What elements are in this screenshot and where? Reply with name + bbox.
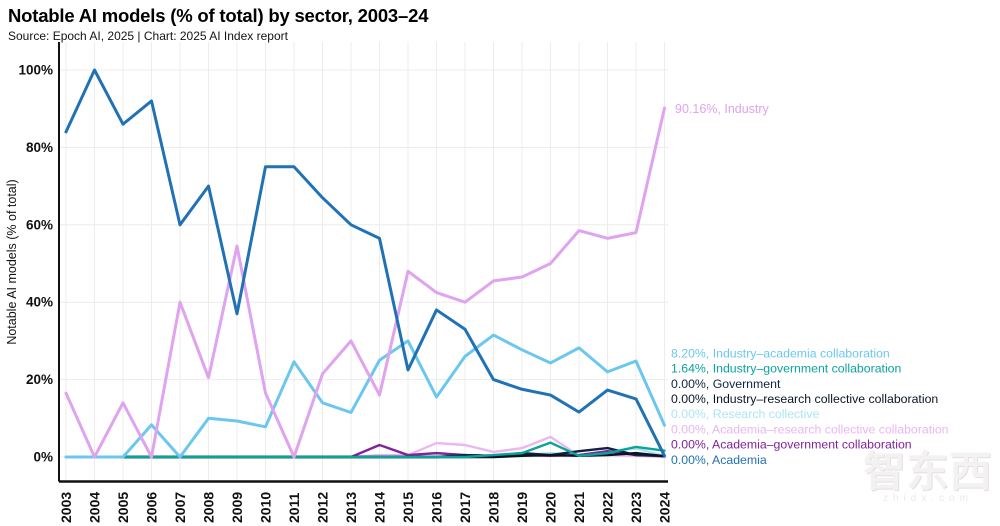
legend-entry-industry: 90.16%, Industry <box>675 102 770 116</box>
x-tick-label: 2018 <box>486 492 502 523</box>
x-tick-label: 2003 <box>58 492 74 523</box>
series-line-academia <box>64 68 666 458</box>
legend-entry: 0.00%, Academia–government collaboration <box>671 438 912 452</box>
chart-source-line: Source: Epoch AI, 2025 | Chart: 2025 AI … <box>8 29 288 43</box>
y-tick-label: 40% <box>26 295 53 310</box>
x-tick-label: 2010 <box>258 492 274 523</box>
legend-entry: 1.64%, Industry–government collaboration <box>671 362 902 376</box>
x-tick-label: 2024 <box>657 492 673 523</box>
legend-entry: 0.00%, Industry–research collective coll… <box>671 392 938 406</box>
series-line-industry-government-collaboration <box>64 441 666 459</box>
x-tick-label: 2004 <box>87 492 103 523</box>
x-tick-label: 2019 <box>514 492 530 523</box>
y-tick-label: 80% <box>26 140 53 155</box>
x-tick-label: 2022 <box>600 492 616 523</box>
y-tick-label: 20% <box>26 372 53 387</box>
x-tick-label: 2013 <box>343 492 359 523</box>
x-tick-label: 2016 <box>429 492 445 523</box>
x-tick-label: 2020 <box>543 492 559 523</box>
x-tick-label: 2008 <box>201 492 217 523</box>
chart-title: Notable AI models (% of total) by sector… <box>8 5 429 26</box>
x-tick-label: 2007 <box>172 492 188 523</box>
x-tick-label: 2009 <box>229 492 245 523</box>
x-tick-label: 2006 <box>144 492 160 523</box>
x-tick-label: 2011 <box>286 492 302 523</box>
legend-entry: 0.00%, Research collective <box>671 407 819 421</box>
x-tick-label: 2015 <box>400 492 416 523</box>
y-tick-label: 100% <box>18 63 53 78</box>
legend-entry: 8.20%, Industry–academia collaboration <box>671 346 890 360</box>
legend-entry: 0.00%, Academia <box>671 453 767 467</box>
series-line-industry-academia-collaboration <box>64 333 666 459</box>
x-tick-label: 2014 <box>372 492 388 523</box>
legend-entry: 0.00%, Government <box>671 377 781 391</box>
x-tick-label: 2023 <box>628 492 644 523</box>
x-tick-label: 2021 <box>571 492 587 523</box>
legend-entry: 0.00%, Academia–research collective coll… <box>671 422 949 436</box>
series-line-industry <box>64 106 666 459</box>
y-tick-label: 60% <box>26 217 53 232</box>
x-tick-label: 2017 <box>457 492 473 523</box>
y-tick-label: 0% <box>33 450 53 465</box>
x-tick-label: 2005 <box>115 492 131 523</box>
x-tick-label: 2012 <box>315 492 331 523</box>
y-axis-title: Notable AI models (% of total) <box>5 179 19 344</box>
